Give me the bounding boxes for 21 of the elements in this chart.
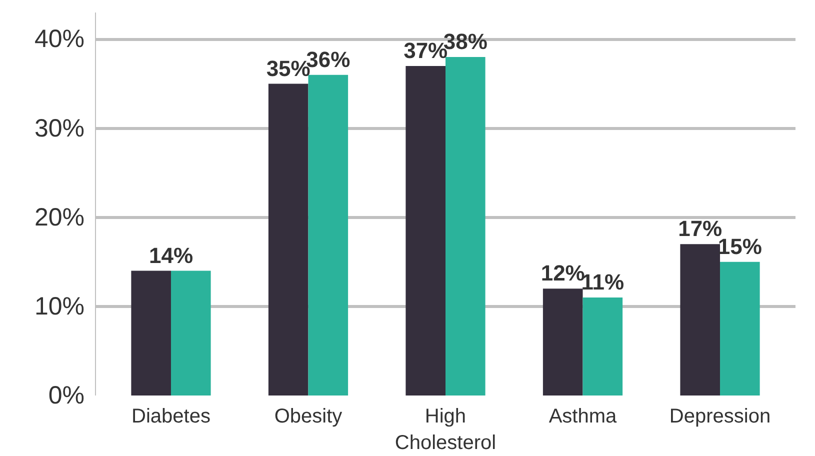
y-tick-label: 40%	[34, 25, 85, 54]
bar	[406, 66, 446, 396]
y-tick-label: 10%	[34, 292, 85, 320]
bar	[268, 84, 308, 396]
x-tick-label: Obesity	[274, 406, 342, 428]
bar	[720, 262, 760, 396]
data-label: 14%	[148, 242, 194, 268]
y-tick-label: 20%	[34, 203, 85, 232]
bar	[308, 74, 348, 396]
y-tick-label: 30%	[34, 114, 85, 142]
y-tick-label: 0%	[48, 382, 85, 410]
bar	[582, 298, 623, 396]
bar	[680, 244, 720, 396]
x-tick-label: Diabetes	[132, 406, 210, 428]
bar	[446, 57, 486, 396]
bar	[170, 270, 211, 396]
bar	[542, 288, 583, 396]
bar	[131, 270, 171, 396]
x-tick-label: Asthma	[548, 406, 618, 428]
x-tick-label: Depression	[669, 406, 771, 428]
x-tick-label: High Cholesterol	[394, 406, 496, 454]
